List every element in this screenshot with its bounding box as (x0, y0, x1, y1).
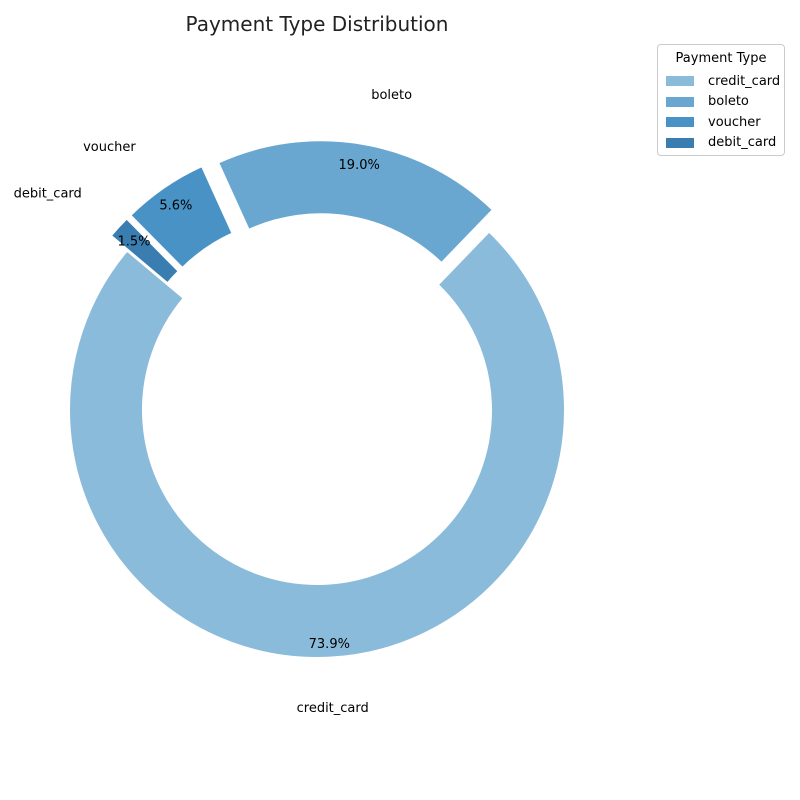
chart-title: Payment Type Distribution (186, 12, 449, 36)
labels-group: 73.9% credit_card 19.0% boleto 5.6% voucher 1.… (14, 88, 413, 716)
legend-label-credit-card: credit_card (708, 73, 781, 89)
pct-label-debit-card: 1.5% (117, 235, 150, 250)
legend-entry-voucher: voucher (666, 112, 776, 133)
slice-boleto (216, 139, 495, 265)
legend-title: Payment Type (675, 51, 767, 66)
legend-swatch-debit-card (666, 137, 694, 148)
slices-group (68, 139, 566, 659)
category-label-credit-card: credit_card (297, 701, 369, 716)
category-label-boleto: boleto (371, 88, 412, 103)
legend-entry-debit-card: debit_card (666, 133, 776, 154)
category-label-debit-card: debit_card (14, 187, 82, 202)
pct-label-credit-card: 73.9% (309, 637, 350, 652)
slice-voucher (128, 164, 234, 270)
legend-swatch-voucher (666, 117, 694, 128)
legend: Payment Type credit_card boleto voucher … (657, 44, 785, 156)
legend-label-debit-card: debit_card (708, 135, 777, 151)
legend-label-voucher: voucher (708, 114, 761, 130)
pct-label-voucher: 5.6% (159, 198, 192, 213)
pct-label-boleto: 19.0% (339, 158, 380, 173)
slice-debit-card (109, 217, 181, 285)
legend-swatch-boleto (666, 96, 694, 107)
category-label-voucher: voucher (83, 140, 136, 155)
legend-label-boleto: boleto (708, 94, 749, 110)
legend-entry-credit-card: credit_card (666, 71, 780, 92)
slice-credit-card (68, 230, 566, 659)
legend-swatch-credit-card (666, 76, 694, 87)
legend-entry-boleto: boleto (666, 92, 776, 113)
